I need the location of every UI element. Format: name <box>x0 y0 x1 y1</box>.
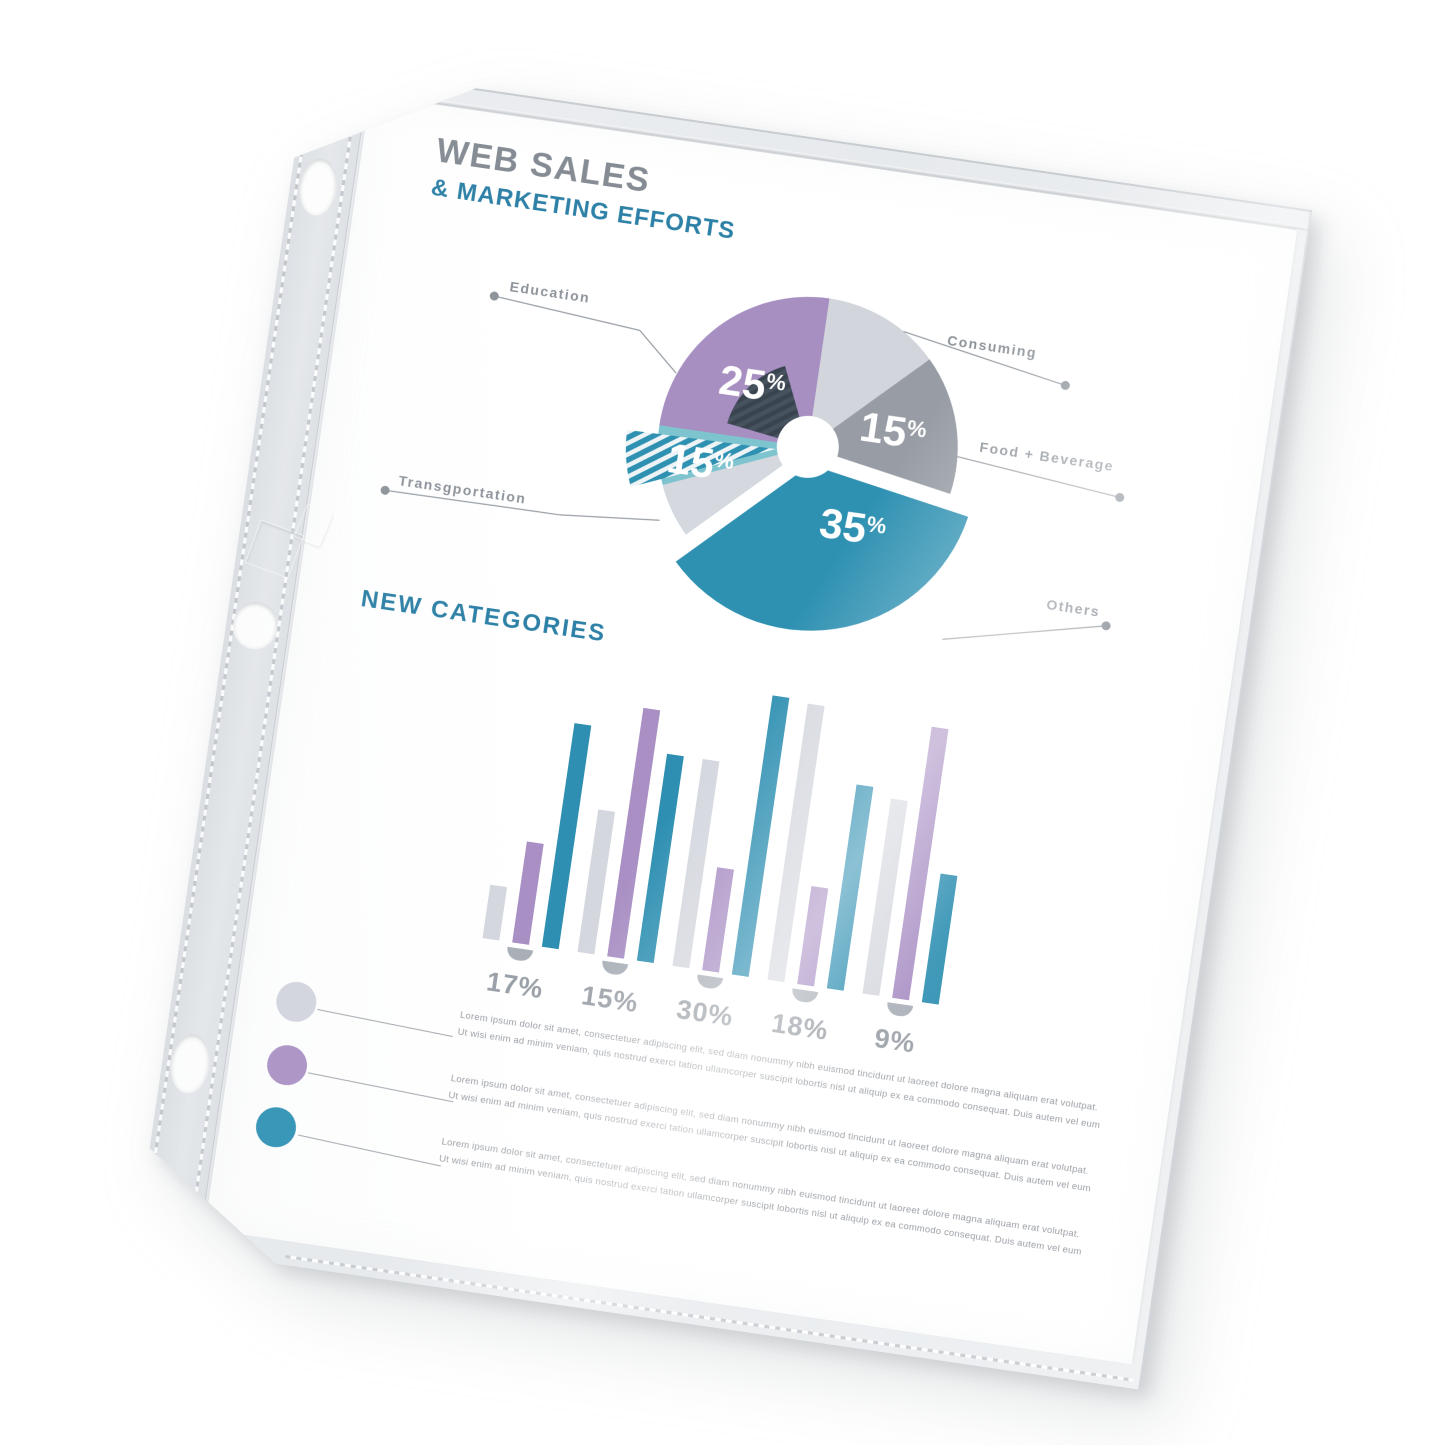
pie-slice-consuming <box>808 298 936 462</box>
pie-label-others: Others <box>1045 596 1101 620</box>
legend-leader-line <box>308 1072 453 1102</box>
leader-consuming <box>899 331 1070 385</box>
embossed-logo <box>245 519 304 578</box>
legend-leader-line <box>298 1135 441 1167</box>
bar <box>797 886 828 986</box>
bar-group-5 <box>862 714 979 1004</box>
paper: WEB SALES & MARKETING EFFORTS <box>205 95 1298 1364</box>
pie-value-others: 35% <box>817 499 889 555</box>
pie-value-education: 25% <box>716 356 788 412</box>
bar-group-3 <box>672 687 789 977</box>
leader-dot-others <box>1101 621 1111 631</box>
leader-dot-food-beverage <box>1115 492 1125 502</box>
bar-group-4 <box>767 701 884 991</box>
pie-value-food-beverage: 15% <box>857 402 929 458</box>
group-marker <box>791 988 818 1004</box>
bar <box>512 842 543 945</box>
pie-label-consuming: Consuming <box>946 332 1038 361</box>
leader-education <box>487 296 683 373</box>
pie-label-education: Education <box>509 278 592 306</box>
legend-dot-teal <box>253 1105 298 1150</box>
legend-leader-line <box>317 1009 453 1037</box>
leader-transportation <box>385 480 660 530</box>
bar <box>482 885 507 940</box>
leader-dot-education <box>489 291 499 301</box>
pie-slice-others-exploded <box>668 447 972 652</box>
donut-hole <box>773 412 843 482</box>
group-marker <box>506 947 533 963</box>
bar-label: 30% <box>674 994 736 1032</box>
bar-label: 17% <box>484 966 546 1005</box>
bar <box>702 867 734 973</box>
legend-dot-gray <box>274 979 319 1024</box>
bar-group-1 <box>482 659 599 949</box>
bar-label: 15% <box>579 980 641 1019</box>
pie-chart: 25% 15% 35% 15% Education <box>293 154 1288 754</box>
pie-value-transportation: 15% <box>664 434 736 490</box>
group-marker <box>696 974 723 990</box>
leader-food-beverage <box>955 457 1123 498</box>
group-marker <box>601 961 628 977</box>
legend-dot-purple <box>264 1043 309 1088</box>
group-marker <box>886 1002 913 1018</box>
bar <box>922 874 958 1005</box>
leader-others <box>942 603 1106 663</box>
bar-label: 9% <box>872 1022 918 1059</box>
pie-slice-filler-gray <box>656 427 808 550</box>
pie-label-food-beverage: Food + Beverage <box>979 439 1116 474</box>
sheet-protector: WEB SALES & MARKETING EFFORTS <box>136 64 1312 1390</box>
bar-group-2 <box>577 673 694 963</box>
leader-dot-consuming <box>1060 380 1070 390</box>
leader-dot-transportation <box>380 485 390 495</box>
pie-slice-food-beverage <box>804 344 971 494</box>
pie-slice-striped-exploded <box>619 427 776 507</box>
bar <box>577 810 615 955</box>
bar-label: 18% <box>769 1007 831 1046</box>
